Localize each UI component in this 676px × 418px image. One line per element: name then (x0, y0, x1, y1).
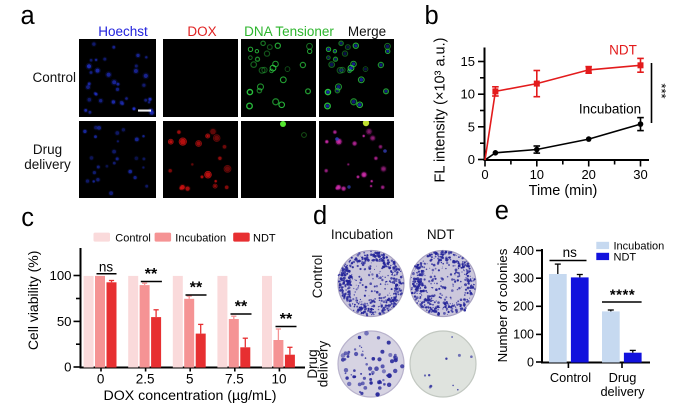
svg-text:0: 0 (97, 372, 105, 387)
svg-text:0: 0 (468, 152, 475, 167)
svg-text:FL intensity (×10³ a.u.): FL intensity (×10³ a.u.) (433, 38, 449, 183)
svg-text:10: 10 (271, 372, 286, 387)
svg-text:delivery: delivery (316, 340, 331, 387)
svg-text:Control: Control (310, 255, 325, 299)
svg-text:**: ** (235, 299, 248, 316)
svg-text:NDT: NDT (614, 252, 637, 264)
svg-text:400: 400 (513, 244, 534, 258)
svg-text:Number of colonies: Number of colonies (495, 248, 510, 362)
svg-text:**: ** (190, 280, 203, 297)
svg-text:Drug: Drug (305, 349, 320, 378)
svg-text:5: 5 (186, 372, 194, 387)
svg-text:Incubation: Incubation (579, 102, 641, 117)
svg-text:5: 5 (468, 119, 475, 134)
svg-text:0: 0 (64, 360, 71, 375)
svg-text:ns: ns (563, 245, 578, 260)
svg-text:100: 100 (49, 268, 71, 283)
svg-text:7.5: 7.5 (225, 372, 244, 387)
svg-text:NDT: NDT (253, 232, 276, 244)
svg-text:15: 15 (461, 54, 475, 69)
svg-text:0: 0 (527, 355, 534, 369)
svg-text:NDT: NDT (609, 43, 637, 58)
svg-text:**: ** (145, 266, 158, 283)
svg-text:50: 50 (57, 314, 72, 329)
svg-text:Incubation: Incubation (614, 241, 665, 253)
svg-text:DOX concentration (µg/mL): DOX concentration (µg/mL) (104, 388, 277, 404)
svg-text:30: 30 (633, 167, 647, 182)
svg-text:Control: Control (550, 370, 591, 385)
svg-text:100: 100 (513, 328, 534, 342)
svg-text:300: 300 (513, 272, 534, 286)
svg-text:**: ** (280, 311, 293, 328)
svg-text:delivery: delivery (600, 384, 645, 399)
svg-text:Control: Control (115, 232, 150, 244)
svg-text:10: 10 (530, 167, 544, 182)
svg-text:2.5: 2.5 (136, 372, 155, 387)
svg-text:10: 10 (461, 87, 475, 102)
svg-text:0: 0 (481, 167, 488, 182)
svg-text:****: **** (610, 287, 635, 304)
svg-text:ns: ns (99, 260, 114, 275)
svg-text:Incubation: Incubation (175, 232, 226, 244)
svg-text:Cell viability (%): Cell viability (%) (25, 251, 41, 351)
svg-text:20: 20 (581, 167, 595, 182)
svg-text:200: 200 (513, 300, 534, 314)
svg-text:Time (min): Time (min) (529, 183, 598, 199)
svg-text:***: *** (654, 83, 669, 98)
svg-text:Drug: Drug (609, 370, 637, 385)
